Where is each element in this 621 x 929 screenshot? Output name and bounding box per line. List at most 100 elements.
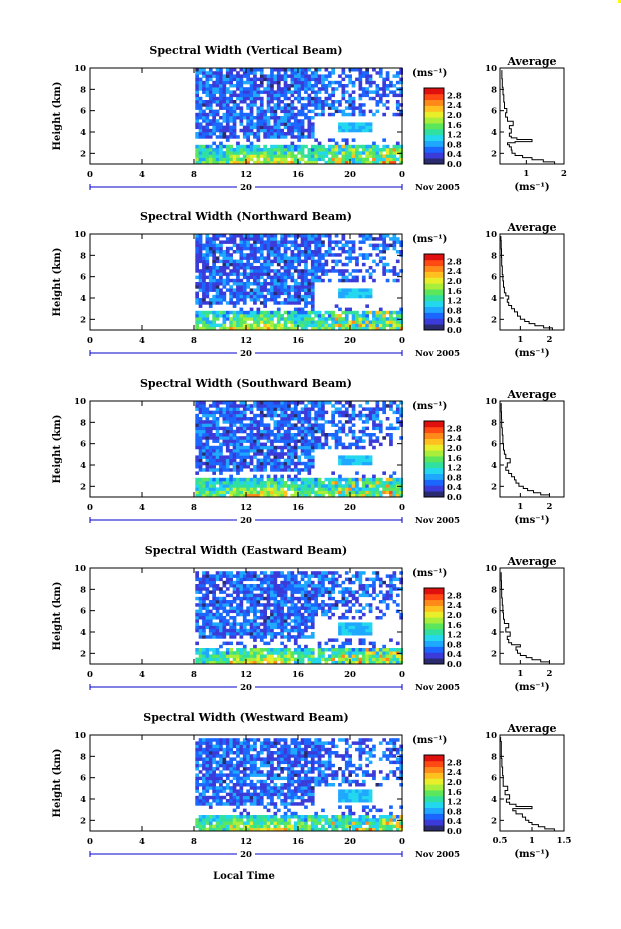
heatmap-cell xyxy=(270,87,274,91)
heatmap-cell xyxy=(232,490,237,495)
heatmap-cell xyxy=(317,68,322,72)
heatmap-cell xyxy=(304,253,308,257)
heatmap-cell xyxy=(256,119,261,123)
heatmap-cell xyxy=(215,449,220,453)
heatmap-cell xyxy=(273,96,278,101)
heatmap-cell xyxy=(198,468,203,472)
heatmap-cell xyxy=(368,74,373,78)
heatmap-cell xyxy=(205,291,210,296)
heatmap-cell xyxy=(205,660,210,665)
heatmap-cell xyxy=(341,429,346,434)
heatmap-cell xyxy=(195,160,199,165)
heatmap-cell xyxy=(266,323,271,328)
heatmap-cell xyxy=(321,317,325,321)
heatmap-cell xyxy=(334,253,339,257)
heatmap-cell xyxy=(365,317,369,321)
heatmap-cell xyxy=(276,262,281,267)
heatmap-cell xyxy=(202,132,206,136)
heatmap-cell xyxy=(276,96,281,101)
heatmap-cell xyxy=(297,477,301,482)
heatmap-cell xyxy=(338,651,342,655)
heatmap-cell xyxy=(290,250,295,254)
heatmap-cell xyxy=(246,87,250,91)
heatmap-cell xyxy=(249,234,254,238)
heatmap-cell xyxy=(229,135,233,139)
heatmap-cell xyxy=(327,477,332,482)
heatmap-cell xyxy=(287,612,291,617)
heatmap-cell xyxy=(232,628,237,633)
heatmap-cell xyxy=(249,574,254,578)
heatmap-cell xyxy=(270,616,274,620)
heatmap-cell xyxy=(198,426,203,431)
heatmap-cell xyxy=(300,109,305,114)
heatmap-cell xyxy=(239,259,244,264)
heatmap-cell xyxy=(324,420,329,424)
heatmap-cell xyxy=(310,77,315,82)
heatmap-cell xyxy=(256,577,261,582)
heatmap-cell xyxy=(253,243,257,248)
heatmap-cell xyxy=(236,429,240,434)
heatmap-cell xyxy=(317,417,322,421)
heatmap-cell xyxy=(304,449,308,453)
heatmap-cell xyxy=(368,288,373,292)
heatmap-cell xyxy=(334,429,339,434)
heatmap-cell xyxy=(283,657,288,662)
heatmap-cell xyxy=(358,93,363,98)
heatmap-cell xyxy=(287,404,291,408)
heatmap-cell xyxy=(361,288,366,292)
heatmap-cell xyxy=(232,122,237,126)
heatmap-cell xyxy=(331,323,335,328)
heatmap-cell xyxy=(287,275,291,280)
heatmap-cell xyxy=(348,426,352,431)
heatmap-cell xyxy=(314,106,318,110)
heatmap-cell xyxy=(256,116,261,120)
heatmap-cell xyxy=(280,234,284,238)
heatmap-cell xyxy=(232,407,237,411)
heatmap-cell xyxy=(331,314,335,318)
heatmap-cell xyxy=(246,609,250,614)
heatmap-cell xyxy=(212,654,216,658)
heatmap-cell xyxy=(300,593,305,598)
heatmap-cell xyxy=(293,74,298,78)
heatmap-cell xyxy=(341,600,346,604)
heatmap-cell xyxy=(256,109,261,114)
heatmap-cell xyxy=(259,237,264,241)
heatmap-cell xyxy=(331,433,335,437)
heatmap-cell xyxy=(236,580,240,585)
heatmap-cell xyxy=(202,317,206,321)
heatmap-cell xyxy=(215,128,220,133)
heatmap-cell xyxy=(225,461,230,466)
heatmap-cell xyxy=(290,160,295,165)
heatmap-cell xyxy=(249,404,254,408)
heatmap-cell xyxy=(361,317,366,321)
heatmap-cell xyxy=(249,298,254,302)
heatmap-cell xyxy=(253,288,257,292)
heatmap-cell xyxy=(321,84,325,88)
heatmap-cell xyxy=(215,628,220,633)
heatmap-cell xyxy=(222,256,227,260)
heatmap-cell xyxy=(198,160,203,165)
heatmap-cell xyxy=(327,93,332,98)
heatmap-cell xyxy=(259,317,264,321)
heatmap-cell xyxy=(273,122,278,126)
heatmap-cell xyxy=(242,401,247,405)
heatmap-cell xyxy=(225,628,230,633)
heatmap-cell xyxy=(344,657,349,662)
heatmap-cell xyxy=(314,410,318,415)
heatmap-cell xyxy=(314,657,318,662)
heatmap-cell xyxy=(215,80,220,85)
heatmap-cell xyxy=(304,298,308,302)
heatmap-cell xyxy=(273,426,278,431)
heatmap-cell xyxy=(222,455,227,459)
heatmap-cell xyxy=(225,326,230,331)
heatmap-cell xyxy=(198,151,203,155)
heatmap-cell xyxy=(341,590,346,594)
heatmap-cell xyxy=(202,291,206,296)
heatmap-cell xyxy=(225,477,230,482)
colorbar-swatch xyxy=(424,146,444,153)
heatmap-cell xyxy=(242,275,247,280)
heatmap-cell xyxy=(310,151,315,155)
heatmap-cell xyxy=(225,109,230,114)
heatmap-cell xyxy=(317,240,322,244)
heatmap-cell xyxy=(225,442,230,447)
